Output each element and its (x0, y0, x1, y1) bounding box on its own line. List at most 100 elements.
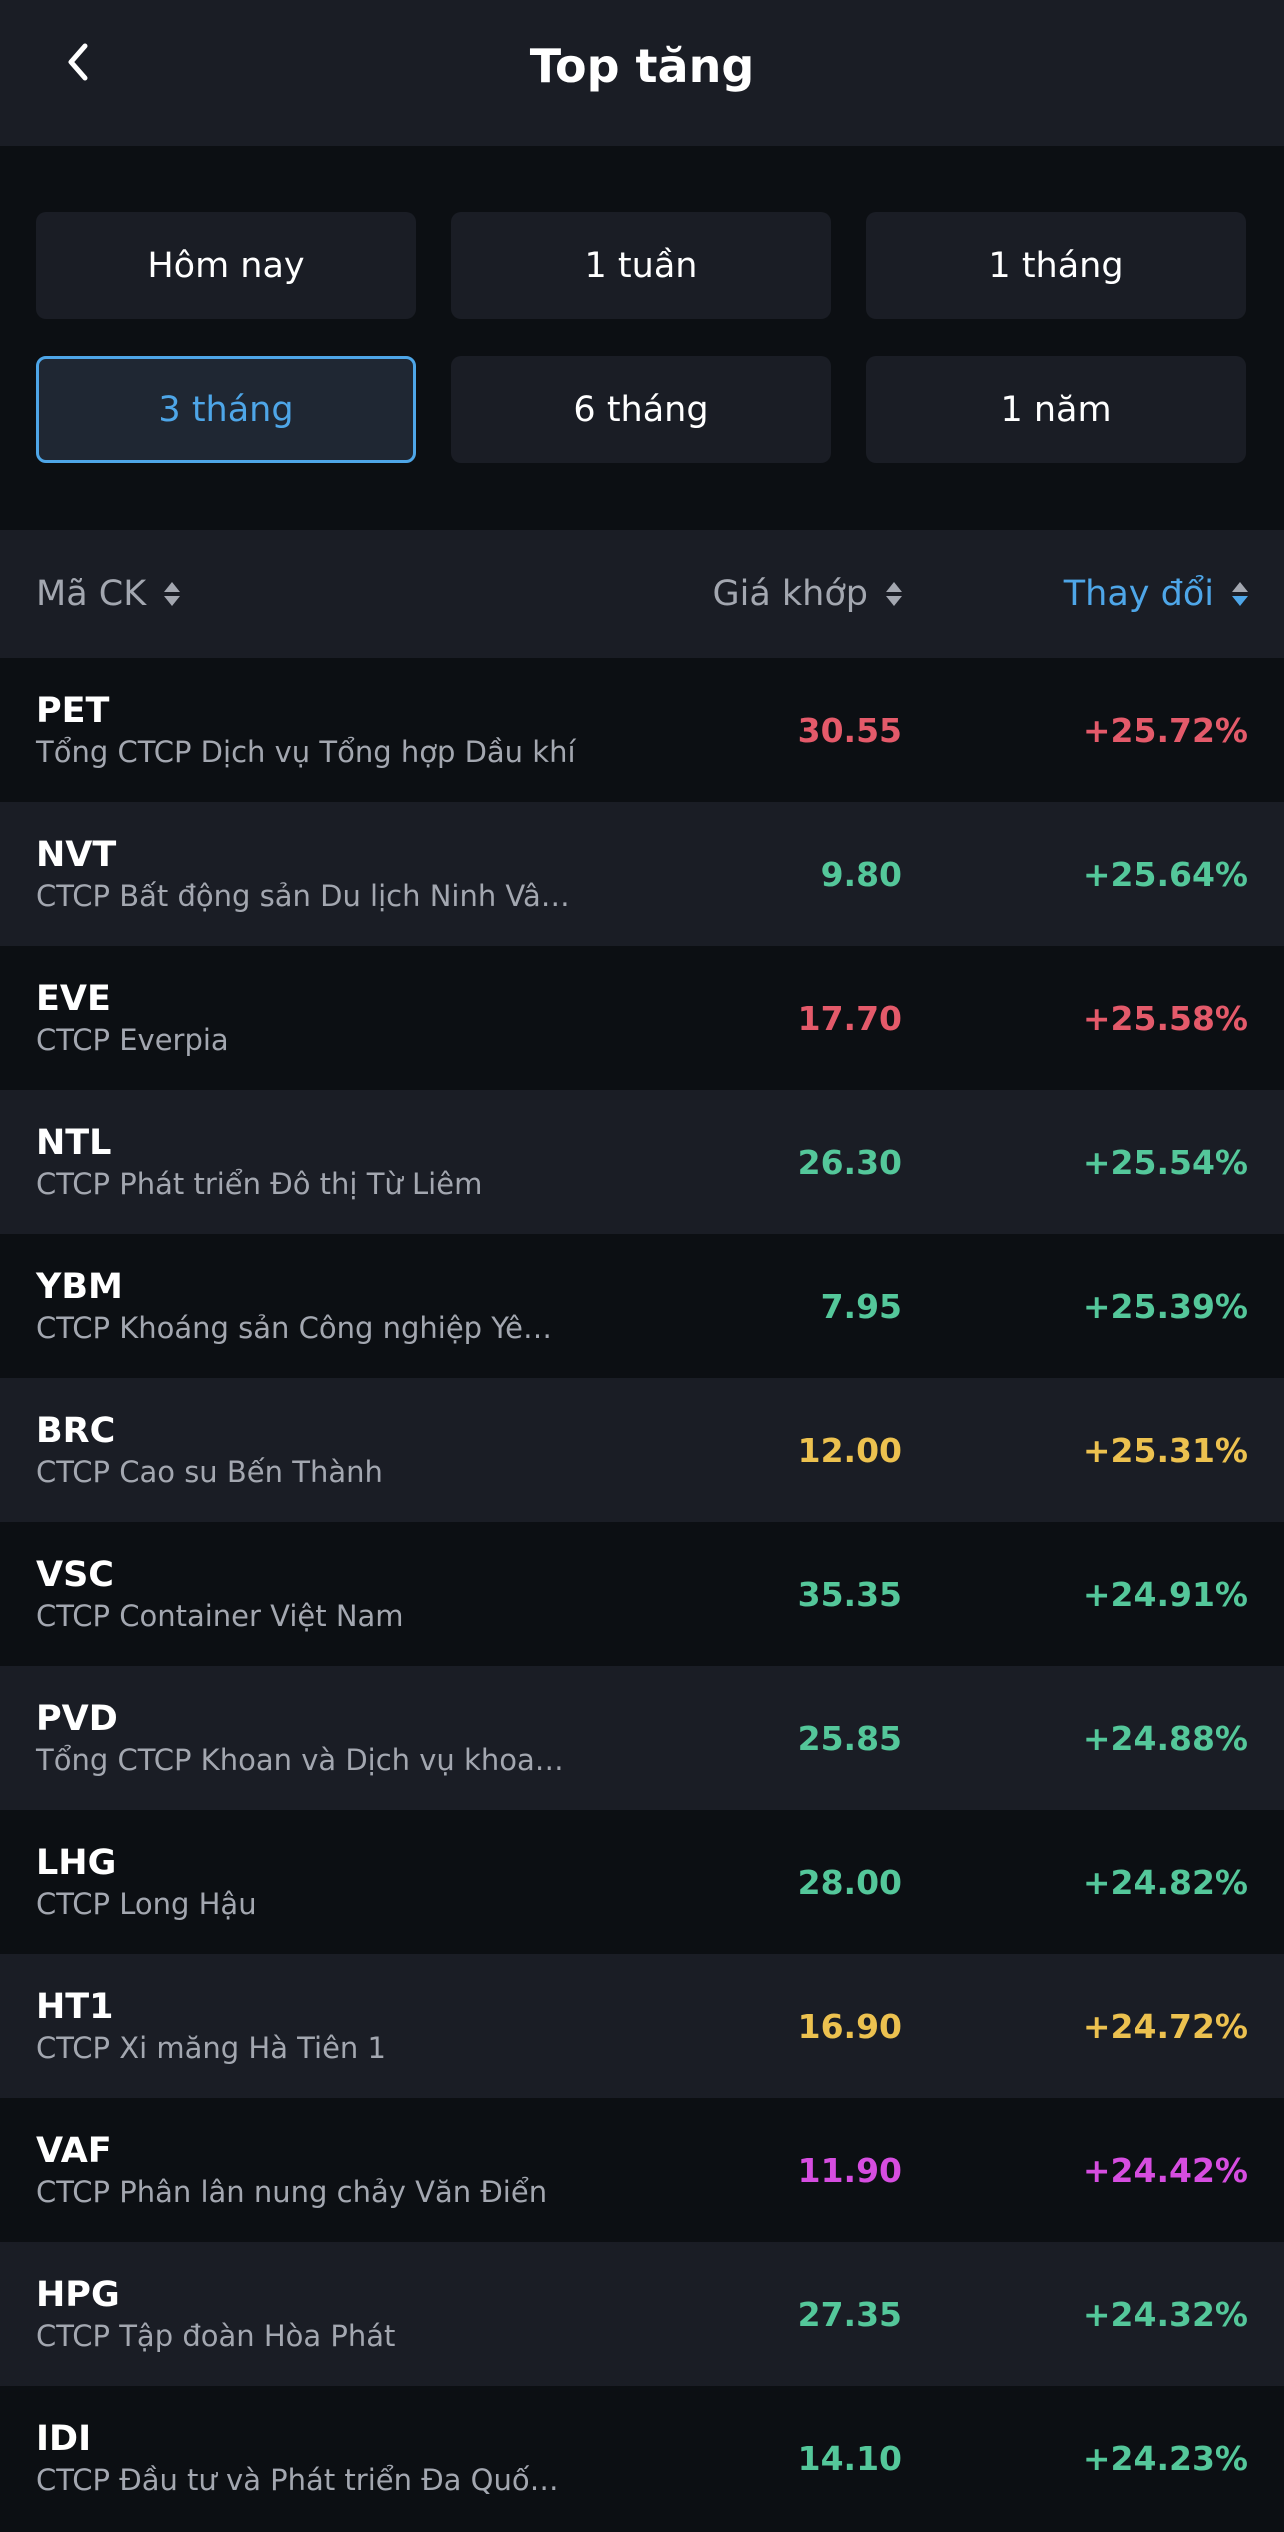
sort-price-button[interactable]: Giá khớp (602, 574, 902, 614)
symbol-column-label: Mã CK (36, 574, 147, 614)
stock-symbol: HT1 (36, 1987, 114, 2027)
matched-price: 28.00 (797, 1862, 902, 1902)
percent-change: +25.72% (1082, 710, 1248, 750)
company-name: CTCP Tập đoàn Hòa Phát (36, 2319, 396, 2353)
matched-price: 12.00 (797, 1430, 902, 1470)
matched-price: 17.70 (797, 998, 902, 1038)
matched-price: 11.90 (797, 2150, 902, 2190)
stock-row[interactable]: NTL CTCP Phát triển Đô thị Từ Liêm 26.30 +2… (0, 1090, 1284, 1234)
sort-symbol-button[interactable]: Mã CK (36, 574, 602, 614)
matched-price: 9.80 (820, 854, 902, 894)
percent-change: +24.32% (1082, 2294, 1248, 2334)
stock-info: VSC CTCP Container Việt Nam (36, 1553, 602, 1635)
stock-symbol: HPG (36, 2275, 120, 2315)
stock-symbol: BRC (36, 1411, 116, 1451)
percent-change: +24.72% (1082, 2006, 1248, 2046)
sort-change-button[interactable]: Thay đổi (902, 574, 1248, 614)
matched-price: 26.30 (797, 1142, 902, 1182)
stock-info: LHG CTCP Long Hậu (36, 1841, 602, 1923)
stock-symbol: EVE (36, 979, 111, 1019)
stock-list: PET Tổng CTCP Dịch vụ Tổng hợp Dầu khí 30.… (0, 658, 1284, 2530)
stock-symbol: VAF (36, 2131, 112, 2171)
stock-info: IDI CTCP Đầu tư và Phát triển Đa Quố… (36, 2417, 602, 2499)
stock-row[interactable]: VSC CTCP Container Việt Nam 35.35 +24.91% (0, 1522, 1284, 1666)
app-header: Top tăng (0, 0, 1284, 146)
stock-info: YBM CTCP Khoáng sản Công nghiệp Yê… (36, 1265, 602, 1347)
stock-row[interactable]: NVT CTCP Bất động sản Du lịch Ninh Vâ… 9.8… (0, 802, 1284, 946)
company-name: CTCP Đầu tư và Phát triển Đa Quố… (36, 2463, 559, 2497)
stock-symbol: LHG (36, 1843, 117, 1883)
company-name: Tổng CTCP Dịch vụ Tổng hợp Dầu khí (36, 735, 576, 769)
filter-today[interactable]: Hôm nay (36, 212, 416, 319)
stock-row[interactable]: YBM CTCP Khoáng sản Công nghiệp Yê… 7.95 +2… (0, 1234, 1284, 1378)
matched-price: 7.95 (820, 1286, 902, 1326)
stock-row[interactable]: LHG CTCP Long Hậu 28.00 +24.82% (0, 1810, 1284, 1954)
sort-desc-icon (1232, 582, 1248, 606)
matched-price: 30.55 (797, 710, 902, 750)
matched-price: 35.35 (797, 1574, 902, 1614)
filter-1-year[interactable]: 1 năm (866, 356, 1246, 463)
company-name: CTCP Everpia (36, 1023, 229, 1057)
stock-symbol: NVT (36, 835, 117, 875)
stock-row[interactable]: EVE CTCP Everpia 17.70 +25.58% (0, 946, 1284, 1090)
company-name: CTCP Xi măng Hà Tiên 1 (36, 2031, 386, 2065)
stock-row[interactable]: VAF CTCP Phân lân nung chảy Văn Điển 11.90… (0, 2098, 1284, 2242)
stock-symbol: YBM (36, 1267, 123, 1307)
stock-row[interactable]: HT1 CTCP Xi măng Hà Tiên 1 16.90 +24.72% (0, 1954, 1284, 2098)
back-button[interactable] (58, 30, 98, 94)
company-name: CTCP Khoáng sản Công nghiệp Yê… (36, 1311, 553, 1345)
sort-icon (164, 582, 181, 606)
stock-symbol: PET (36, 691, 110, 731)
stock-symbol: IDI (36, 2419, 92, 2459)
percent-change: +24.23% (1082, 2438, 1248, 2478)
company-name: Tổng CTCP Khoan và Dịch vụ khoa… (36, 1743, 564, 1777)
stock-info: HPG CTCP Tập đoàn Hòa Phát (36, 2273, 602, 2355)
percent-change: +25.54% (1082, 1142, 1248, 1182)
filter-3-months[interactable]: 3 tháng (36, 356, 416, 463)
matched-price: 25.85 (797, 1718, 902, 1758)
stock-symbol: PVD (36, 1699, 118, 1739)
filter-1-week[interactable]: 1 tuần (451, 212, 831, 319)
percent-change: +25.64% (1082, 854, 1248, 894)
filter-1-month[interactable]: 1 tháng (866, 212, 1246, 319)
company-name: CTCP Phân lân nung chảy Văn Điển (36, 2175, 548, 2209)
company-name: CTCP Phát triển Đô thị Từ Liêm (36, 1167, 483, 1201)
percent-change: +25.58% (1082, 998, 1248, 1038)
price-column-label: Giá khớp (712, 574, 868, 614)
percent-change: +24.88% (1082, 1718, 1248, 1758)
matched-price: 14.10 (797, 2438, 902, 2478)
percent-change: +25.39% (1082, 1286, 1248, 1326)
stock-info: NVT CTCP Bất động sản Du lịch Ninh Vâ… (36, 833, 602, 915)
period-filter-group: Hôm nay 1 tuần 1 tháng 3 tháng 6 tháng 1… (0, 146, 1284, 530)
company-name: CTCP Long Hậu (36, 1887, 257, 1921)
stock-row[interactable]: IDI CTCP Đầu tư và Phát triển Đa Quố… 14.1… (0, 2386, 1284, 2530)
change-column-label: Thay đổi (1063, 574, 1214, 614)
page-title: Top tăng (529, 39, 755, 93)
stock-row[interactable]: PET Tổng CTCP Dịch vụ Tổng hợp Dầu khí 30.… (0, 658, 1284, 802)
stock-info: BRC CTCP Cao su Bến Thành (36, 1409, 602, 1491)
stock-info: HT1 CTCP Xi măng Hà Tiên 1 (36, 1985, 602, 2067)
company-name: CTCP Cao su Bến Thành (36, 1455, 383, 1489)
filter-6-months[interactable]: 6 tháng (451, 356, 831, 463)
percent-change: +24.82% (1082, 1862, 1248, 1902)
percent-change: +24.91% (1082, 1574, 1248, 1614)
stock-symbol: NTL (36, 1123, 112, 1163)
stock-symbol: VSC (36, 1555, 114, 1595)
chevron-left-icon (68, 43, 88, 81)
stock-row[interactable]: PVD Tổng CTCP Khoan và Dịch vụ khoa… 25.85… (0, 1666, 1284, 1810)
table-header: Mã CK Giá khớp Thay đổi (0, 530, 1284, 658)
sort-icon (886, 582, 902, 606)
stock-info: NTL CTCP Phát triển Đô thị Từ Liêm (36, 1121, 602, 1203)
company-name: CTCP Container Việt Nam (36, 1599, 404, 1633)
matched-price: 16.90 (797, 2006, 902, 2046)
stock-info: EVE CTCP Everpia (36, 977, 602, 1059)
stock-info: PVD Tổng CTCP Khoan và Dịch vụ khoa… (36, 1697, 602, 1779)
stock-info: PET Tổng CTCP Dịch vụ Tổng hợp Dầu khí (36, 689, 602, 771)
percent-change: +25.31% (1082, 1430, 1248, 1470)
company-name: CTCP Bất động sản Du lịch Ninh Vâ… (36, 879, 570, 913)
percent-change: +24.42% (1082, 2150, 1248, 2190)
stock-row[interactable]: HPG CTCP Tập đoàn Hòa Phát 27.35 +24.32% (0, 2242, 1284, 2386)
stock-row[interactable]: BRC CTCP Cao su Bến Thành 12.00 +25.31% (0, 1378, 1284, 1522)
matched-price: 27.35 (797, 2294, 902, 2334)
stock-info: VAF CTCP Phân lân nung chảy Văn Điển (36, 2129, 602, 2211)
